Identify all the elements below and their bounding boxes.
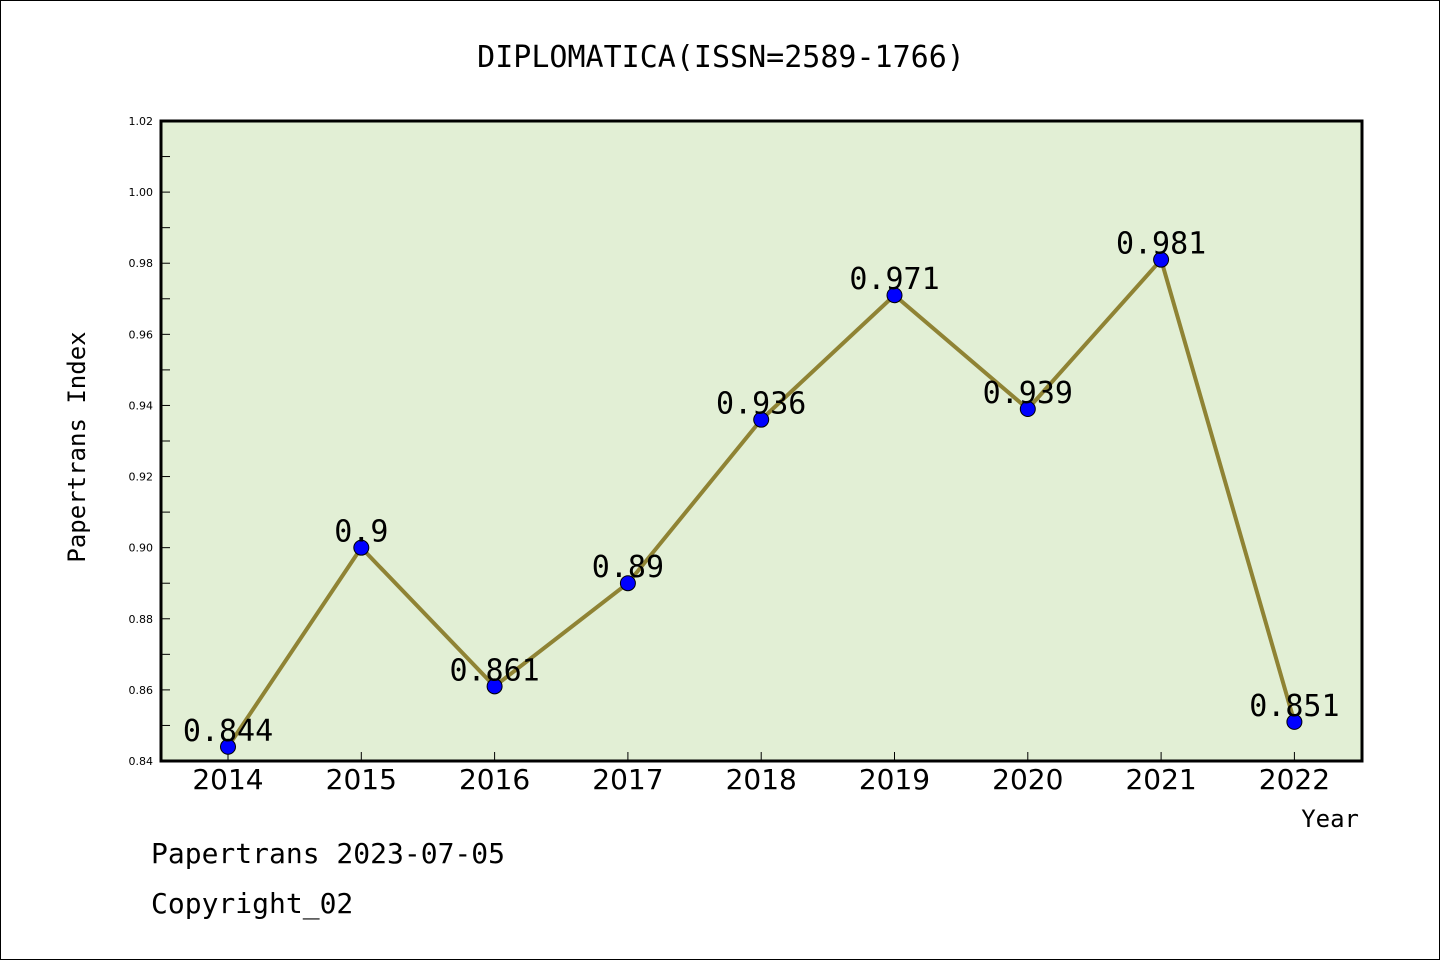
data-point <box>1286 713 1303 730</box>
data-labels: 0.844 0.9 0.861 0.89 0.936 0.971 0.939 0.981 0.8… <box>183 227 1340 749</box>
data-point <box>486 678 503 695</box>
x-tick-label: 2021 <box>1125 763 1196 796</box>
data-label: 0.936 <box>716 387 806 422</box>
x-tick-label: 2014 <box>192 763 263 796</box>
y-tick-label: 0.88 <box>129 613 154 626</box>
data-point <box>353 539 370 556</box>
data-points <box>220 251 1303 755</box>
data-point <box>220 738 236 755</box>
y-tick-label: 0.84 <box>129 755 154 768</box>
data-point <box>886 287 903 304</box>
x-tick-label: 2018 <box>726 763 797 796</box>
x-tick-label: 2017 <box>592 763 663 796</box>
x-tick-label: 2019 <box>859 763 930 796</box>
y-tick-label: 0.90 <box>129 542 154 555</box>
data-label: 0.851 <box>1249 689 1339 724</box>
data-point <box>1019 401 1036 417</box>
x-axis-label: Year <box>1301 805 1359 833</box>
y-tick-label: 1.00 <box>129 186 154 199</box>
data-label: 0.981 <box>1116 227 1206 262</box>
y-tick-label: 0.92 <box>129 471 154 484</box>
plot-border <box>159 119 1364 763</box>
data-label: 0.9 <box>334 515 388 550</box>
data-point <box>753 411 770 428</box>
footer-copyright: Copyright_02 <box>151 887 354 920</box>
data-point <box>1153 251 1170 268</box>
data-label: 0.861 <box>449 653 539 688</box>
x-axis: 2014 2015 2016 2017 2018 2019 2020 2021 2022 <box>192 752 1330 796</box>
x-tick-label: 2020 <box>992 763 1063 796</box>
x-tick-label: 2016 <box>459 763 530 796</box>
data-label: 0.939 <box>983 376 1073 411</box>
x-tick-label: 2022 <box>1259 763 1330 796</box>
y-tick-label: 0.96 <box>129 328 154 341</box>
y-tick-label: 0.98 <box>129 257 154 270</box>
y-tick-label: 0.94 <box>129 399 154 412</box>
y-axis-label: Papertrans Index <box>63 331 91 562</box>
x-tick-label: 2015 <box>326 763 397 796</box>
chart-title: DIPLOMATICA(ISSN=2589-1766) <box>477 40 965 75</box>
data-label: 0.844 <box>183 714 273 749</box>
data-point <box>619 575 636 592</box>
plot-area <box>161 121 1362 761</box>
y-tick-label: 1.02 <box>129 115 154 128</box>
footer-date: Papertrans 2023-07-05 <box>151 837 506 870</box>
y-tick-label: 0.86 <box>129 684 154 697</box>
data-label: 0.971 <box>849 262 939 297</box>
y-axis: 0.84 0.86 0.88 0.90 0.92 0.94 0.96 0.98 1.00 1.02 <box>129 115 170 768</box>
data-label: 0.89 <box>592 550 664 585</box>
